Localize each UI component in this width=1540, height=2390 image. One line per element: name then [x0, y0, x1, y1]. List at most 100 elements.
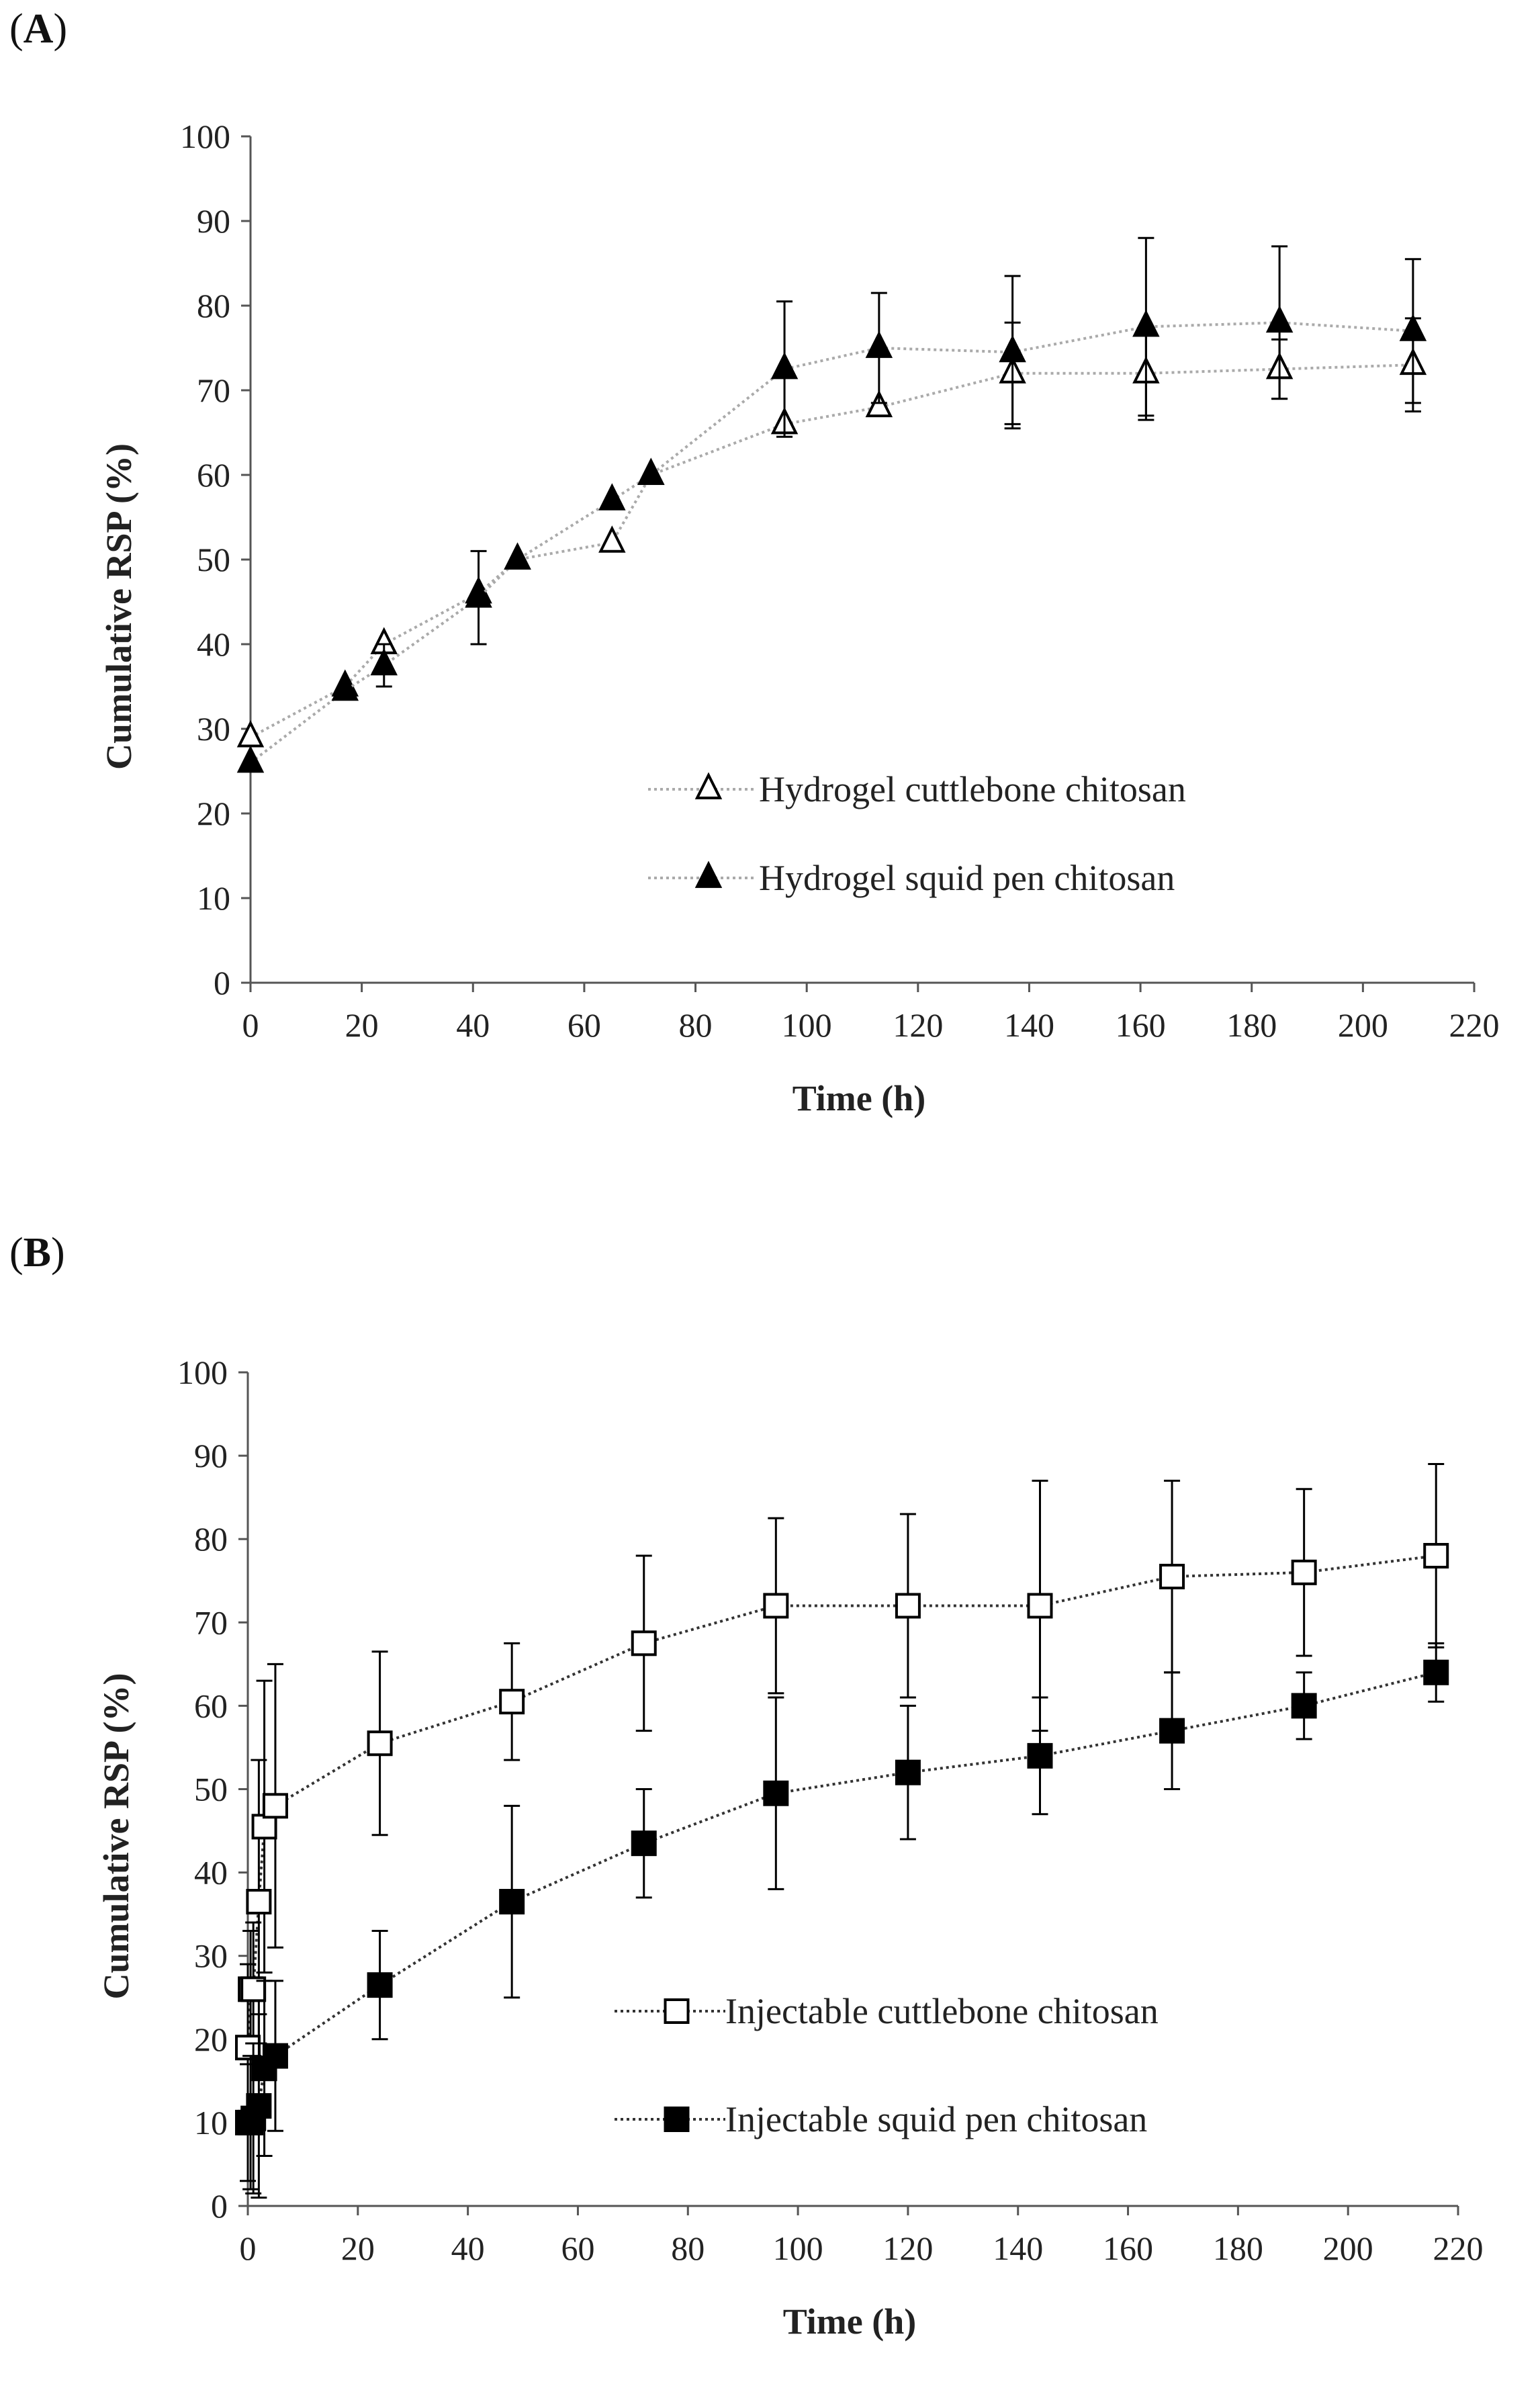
series-injectable-squid-pen-chitosan	[235, 1642, 1449, 2199]
x-tick-label: 100	[773, 2229, 823, 2267]
series-line	[249, 321, 1414, 764]
data-point	[1291, 1693, 1317, 1719]
data-point	[664, 1998, 690, 2024]
data-point	[694, 772, 723, 799]
series-line	[246, 1554, 1437, 2048]
legend-entry-injectable-squid-pen-chitosan: Injectable squid pen chitosan	[615, 2099, 1147, 2139]
x-tick-label: 0	[242, 1006, 259, 1044]
data-point	[1423, 1659, 1449, 1685]
x-tick-label: 200	[1338, 1006, 1388, 1044]
series-injectable-cuttlebone-chitosan	[235, 1463, 1449, 2132]
y-tick-label: 0	[214, 964, 230, 1002]
y-tick-label: 30	[197, 710, 230, 748]
legend-label: Hydrogel cuttlebone chitosan	[759, 769, 1186, 809]
data-point	[999, 335, 1026, 363]
x-tick-label: 60	[568, 1006, 601, 1044]
y-tick-label: 40	[197, 625, 230, 663]
x-tick-label: 200	[1323, 2229, 1373, 2267]
x-tick-label: 60	[561, 2229, 594, 2267]
data-point	[1027, 1593, 1053, 1619]
data-point	[246, 1889, 272, 1915]
x-tick-label: 160	[1116, 1006, 1166, 1044]
y-tick-label: 20	[197, 795, 230, 832]
y-tick-label: 20	[194, 2021, 228, 2058]
legend-entry-hydrogel-squid-pen-chitosan: Hydrogel squid pen chitosan	[648, 858, 1175, 898]
y-tick-label: 30	[194, 1937, 228, 1975]
data-point	[370, 648, 398, 676]
x-tick-label: 80	[671, 2229, 705, 2267]
data-point	[499, 1889, 525, 1915]
data-point	[598, 525, 626, 553]
y-tick-label: 100	[177, 1354, 228, 1391]
y-tick-label: 70	[194, 1603, 228, 1641]
y-tick-label: 70	[197, 371, 230, 409]
data-point	[367, 1972, 393, 1998]
data-point	[763, 1593, 789, 1619]
x-tick-label: 0	[240, 2229, 257, 2267]
panel-a-label: (A)	[9, 6, 68, 52]
data-point	[236, 745, 265, 773]
x-tick-label: 140	[1004, 1006, 1054, 1044]
data-point	[895, 1759, 921, 1785]
data-point	[631, 1630, 657, 1656]
x-tick-label: 40	[456, 1006, 490, 1044]
data-point	[331, 673, 359, 701]
series-hydrogel-squid-pen-chitosan	[236, 236, 1427, 773]
data-point	[694, 860, 723, 888]
y-tick-label: 100	[180, 118, 230, 155]
x-tick-label: 180	[1213, 2229, 1263, 2267]
data-point	[246, 2093, 272, 2119]
x-tick-label: 220	[1449, 1006, 1500, 1044]
y-tick-label: 50	[197, 541, 230, 578]
x-axis-title: Time (h)	[792, 1078, 926, 1118]
y-tick-label: 50	[194, 1771, 228, 1808]
x-tick-label: 80	[679, 1006, 713, 1044]
x-tick-label: 160	[1103, 2229, 1153, 2267]
x-tick-label: 220	[1433, 2229, 1484, 2267]
data-point	[1159, 1718, 1185, 1744]
data-point	[465, 580, 492, 608]
y-tick-label: 60	[194, 1687, 228, 1724]
y-axis-title: Cumulative RSP (%)	[99, 443, 139, 770]
chart-panel-a: 0 10 20 30 40 50 60 70 80 90 100 0 20 40 60 80 100 120 140…	[99, 118, 1500, 1118]
data-point	[637, 457, 665, 485]
data-point	[1399, 314, 1427, 341]
data-point	[236, 720, 265, 748]
x-tick-label: 20	[341, 2229, 375, 2267]
x-tick-label: 100	[782, 1006, 832, 1044]
y-tick-label: 10	[197, 879, 230, 917]
data-point	[770, 351, 799, 380]
y-tick-label: 40	[194, 1854, 228, 1892]
x-tick-label: 180	[1226, 1006, 1277, 1044]
data-point	[251, 1814, 277, 1840]
y-tick-label: 10	[194, 2104, 228, 2141]
data-point	[504, 542, 531, 570]
data-point	[1159, 1564, 1185, 1590]
y-tick-label: 80	[197, 287, 230, 324]
data-point	[1423, 1543, 1449, 1569]
legend-entry-injectable-cuttlebone-chitosan: Injectable cuttlebone chitosan	[615, 1991, 1159, 2031]
data-point	[262, 2043, 288, 2069]
legend-label: Injectable cuttlebone chitosan	[725, 1991, 1159, 2031]
x-tick-label: 120	[882, 2229, 933, 2267]
data-point	[1291, 1559, 1317, 1585]
y-tick-label: 90	[197, 202, 230, 240]
data-point	[865, 330, 893, 358]
x-tick-label: 140	[993, 2229, 1043, 2267]
data-point	[367, 1730, 393, 1757]
y-tick-label: 80	[194, 1520, 228, 1558]
data-point	[598, 483, 626, 511]
legend-entry-hydrogel-cuttlebone-chitosan: Hydrogel cuttlebone chitosan	[648, 769, 1186, 809]
series-hydrogel-cuttlebone-chitosan	[236, 317, 1427, 748]
panel-b-label: (B)	[9, 1230, 65, 1276]
x-tick-label: 40	[451, 2229, 485, 2267]
series-line	[248, 1671, 1437, 2124]
y-tick-label: 60	[197, 456, 230, 494]
chart-panel-b: 0 10 20 30 40 50 60 70 80 90 100 0 20 40 60 80 100 120 140…	[96, 1354, 1484, 2342]
legend-label: Injectable squid pen chitosan	[725, 2099, 1147, 2139]
y-axis-title: Cumulative RSP (%)	[96, 1673, 136, 2000]
legend-label: Hydrogel squid pen chitosan	[759, 858, 1175, 898]
x-tick-label: 120	[893, 1006, 943, 1044]
data-point	[262, 1793, 288, 1819]
